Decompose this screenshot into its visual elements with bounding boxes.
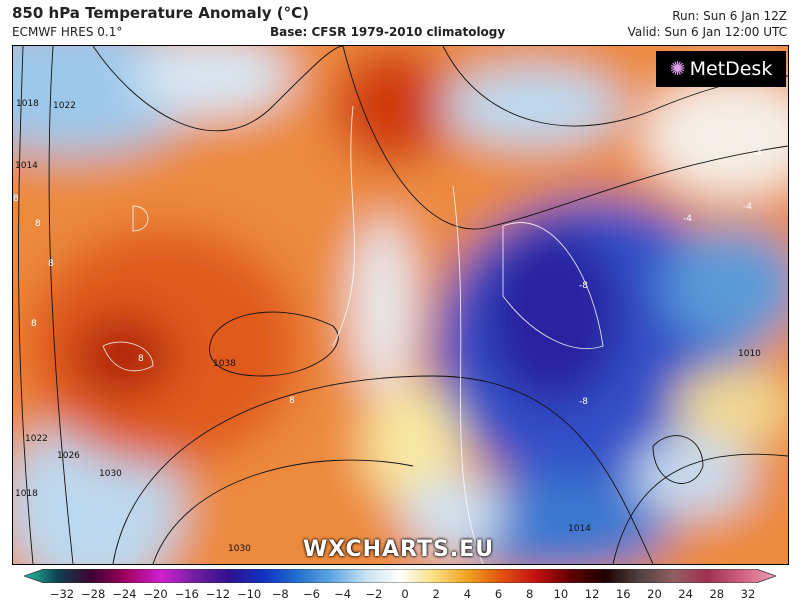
base-climatology-label: Base: CFSR 1979-2010 climatology <box>270 25 506 39</box>
colorbar-tick-label: 16 <box>615 587 631 601</box>
anomaly-label: 8 <box>13 194 19 204</box>
isobar-label: 1022 <box>25 434 48 444</box>
colorbar-tick-label: −20 <box>143 587 168 601</box>
colorbar-tick-label: −4 <box>334 587 352 601</box>
anomaly-label: -4 <box>743 202 752 212</box>
anomaly-label: -8 <box>579 397 588 407</box>
colorbar-tick-label: −2 <box>365 587 383 601</box>
colorbar-tick-label: −24 <box>112 587 137 601</box>
anomaly-map[interactable]: 1018 1022 1014 1038 1022 1026 1030 1018 … <box>12 45 789 565</box>
colorbar-tick-label: −10 <box>236 587 262 601</box>
map-title: 850 hPa Temperature Anomaly (°C) <box>12 4 309 22</box>
colorbar-tick-label: −8 <box>271 587 289 601</box>
colorbar-tick-label: 20 <box>647 587 662 601</box>
colorbar-gradient <box>24 569 776 583</box>
colorbar-tick-label: 8 <box>526 587 534 601</box>
isobar-labels: 1018 1022 1014 1038 1022 1026 1030 1018 … <box>15 99 761 554</box>
valid-time: Valid: Sun 6 Jan 12:00 UTC <box>627 25 787 39</box>
isobar-label: 1038 <box>213 359 236 369</box>
isobar-label: 1030 <box>228 544 251 554</box>
isobar-label: 1026 <box>57 451 80 461</box>
colorbar-tick-label: 24 <box>678 587 693 601</box>
model-label: ECMWF HRES 0.1° <box>12 25 123 39</box>
starburst-icon: ✺ <box>669 58 686 80</box>
colorbar-tick-label: 0 <box>401 587 409 601</box>
anomaly-label: 8 <box>138 354 144 364</box>
anomaly-contours <box>102 105 604 564</box>
anomaly-labels: 8 8 8 8 8 8 -8 -8 -4 -4 -4 <box>13 149 762 407</box>
colorbar-tick-label: 12 <box>584 587 600 601</box>
anomaly-label: 8 <box>289 396 295 406</box>
colorbar-tick-label: −12 <box>205 587 231 601</box>
colorbar-tick-label: 4 <box>463 587 472 601</box>
colorbar-tick-label: 2 <box>432 587 440 601</box>
isobar-label: 1014 <box>568 524 591 534</box>
isobar-label: 1022 <box>53 101 76 111</box>
colorbar-tick-label: −16 <box>174 587 199 601</box>
anomaly-label: 8 <box>31 319 37 329</box>
anomaly-label: 8 <box>48 259 54 269</box>
colorbar-tick-label: 32 <box>740 587 756 601</box>
isobars <box>18 46 788 564</box>
metdesk-logo: ✺ MetDesk <box>656 51 786 87</box>
isobar-label: 1030 <box>99 469 122 479</box>
colorbar-tick-label: −6 <box>302 587 320 601</box>
isobar-label: 1018 <box>15 489 38 499</box>
colorbar-tick-label: −32 <box>49 587 75 601</box>
colorbar-tick-label: 28 <box>709 587 725 601</box>
isobar-label: 1010 <box>738 349 761 359</box>
colorbar-tick-label: −28 <box>81 587 106 601</box>
colorbar-tick-label: 6 <box>494 587 503 601</box>
anomaly-label: -4 <box>753 149 762 159</box>
anomaly-field: 1018 1022 1014 1038 1022 1026 1030 1018 … <box>13 46 788 564</box>
isobar-label: 1014 <box>15 161 38 171</box>
logo-text: MetDesk <box>689 58 773 80</box>
anomaly-label: -8 <box>579 281 588 291</box>
anomaly-label: -4 <box>683 214 692 224</box>
isobar-label: 1018 <box>16 99 39 109</box>
colorbar <box>24 569 776 583</box>
colorbar-tick-label: 10 <box>553 587 569 601</box>
anomaly-label: 8 <box>35 219 41 229</box>
run-time: Run: Sun 6 Jan 12Z <box>672 9 787 23</box>
watermark: WXCHARTS.EU <box>303 537 495 562</box>
